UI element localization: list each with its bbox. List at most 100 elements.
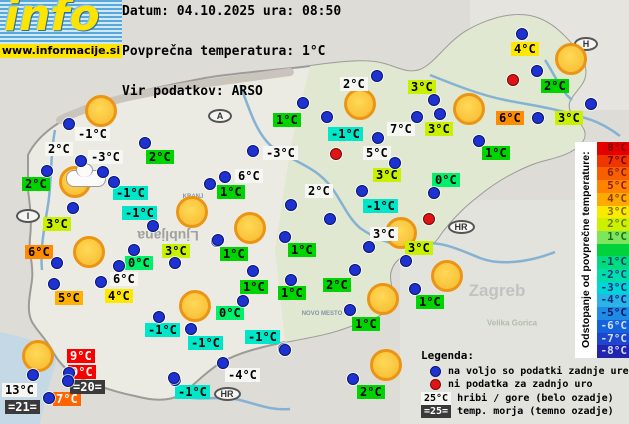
temp-label: 0°C [432, 173, 460, 187]
temp-label: 3°C [555, 111, 583, 125]
station-dot-available [204, 178, 216, 190]
deviation-scale-row: 7°C [597, 154, 629, 168]
temp-label: -1°C [175, 385, 210, 399]
station-dot-available [363, 241, 375, 253]
station-dot-missing [423, 213, 435, 225]
temp-label: 1°C [220, 247, 248, 261]
station-dot-available [67, 202, 79, 214]
legend-row-available: na voljo so podatki zadnje ure [421, 365, 629, 379]
deviation-scale-row: 5°C [597, 179, 629, 193]
temp-label: 2°C [323, 278, 351, 292]
temp-label: -1°C [363, 199, 398, 213]
station-dot-available [344, 304, 356, 316]
temp-label: 4°C [105, 289, 133, 303]
station-dot-available [371, 70, 383, 82]
station-dot-available [128, 244, 140, 256]
legend-mountain-box: 25°C [421, 391, 452, 405]
temp-label: -1°C [328, 127, 363, 141]
station-dot-missing [507, 74, 519, 86]
sun-icon [179, 290, 211, 322]
temp-label: 1°C [278, 286, 306, 300]
road-sign-i: I [16, 209, 40, 223]
temp-label: -3°C [263, 146, 298, 160]
station-dot-available [347, 373, 359, 385]
station-dot-available [168, 372, 180, 384]
station-dot-available [400, 255, 412, 267]
legend-title: Legenda: [421, 349, 474, 362]
station-dot-available [63, 118, 75, 130]
temp-label: 3°C [425, 122, 453, 136]
station-dot-available [97, 166, 109, 178]
legend-sea-label: temp. morja (temno ozadje) [457, 406, 614, 417]
deviation-scale-row: 2°C [597, 218, 629, 231]
header-date: Datum: 04.10.2025 ura: 08:50 [122, 4, 342, 19]
station-dot-available [372, 132, 384, 144]
station-dot-available [169, 257, 181, 269]
deviation-scale-row: 1°C [597, 230, 629, 244]
station-dot-available [279, 231, 291, 243]
temp-label: 3°C [43, 217, 71, 231]
deviation-scale-rows: 8°C 7°C 6°C 5°C 4°C 3°C 2°C 1°C -1°C -2°C -3°C -4°C… [597, 141, 629, 358]
temp-label: 0°C [216, 306, 244, 320]
station-dot-missing [330, 148, 342, 160]
temp-label: -1°C [188, 336, 223, 350]
legend: Legenda: na voljo so podatki zadnje ure … [421, 349, 629, 419]
temp-label: 5°C [55, 291, 83, 305]
temp-label: -3°C [88, 150, 123, 164]
temp-label: 1°C [352, 317, 380, 331]
temp-label: 6°C [25, 245, 53, 259]
legend-row-sea: =25= temp. morja (temno ozadje) [421, 405, 629, 419]
city-label: NOVO MESTO [301, 311, 343, 317]
city-label: Velika Gorica [486, 318, 538, 328]
temp-label: 2°C [146, 150, 174, 164]
station-dot-available [108, 176, 120, 188]
temp-label: -1°C [75, 127, 110, 141]
station-dot-available [219, 171, 231, 183]
station-dot-available [48, 278, 60, 290]
city-label: Ljubljana [137, 228, 199, 244]
deviation-scale-row: 8°C [597, 141, 629, 155]
station-dot-available [585, 98, 597, 110]
temp-label: 9°C [67, 349, 95, 363]
sun-icon [453, 93, 485, 125]
temp-label: 2°C [45, 142, 73, 156]
legend-row-missing: ni podatka za zadnjo uro [421, 378, 629, 392]
temp-label: 1°C [240, 280, 268, 294]
station-dot-available [27, 369, 39, 381]
station-dot-available [153, 311, 165, 323]
sun-icon [85, 95, 117, 127]
station-dot-available [217, 357, 229, 369]
station-dot-available [285, 274, 297, 286]
road-sign-a: A [208, 109, 232, 123]
station-dot-available [389, 157, 401, 169]
station-dot-available [95, 276, 107, 288]
sun-icon [22, 340, 54, 372]
station-dot-available [531, 65, 543, 77]
deviation-scale-row: -8°C [597, 345, 629, 358]
station-dot-available [473, 135, 485, 147]
station-dot-available [212, 234, 224, 246]
station-dot-available [285, 199, 297, 211]
map-header: Datum: 04.10.2025 ura: 08:50 Povprečna t… [122, 2, 341, 102]
station-dot-available [62, 375, 74, 387]
logo[interactable]: info www.informacije.si [0, 0, 122, 58]
logo-site-link[interactable]: www.informacije.si [0, 44, 122, 58]
station-dot-available [75, 155, 87, 167]
station-dot-available [279, 344, 291, 356]
station-dot-available [428, 94, 440, 106]
station-dot-available [349, 264, 361, 276]
deviation-scale-title: Odstopanje od povprečne temperature: [580, 151, 592, 349]
temp-label: 9°C [68, 365, 96, 379]
temp-label: 3°C [370, 227, 398, 241]
temp-label: 3°C [408, 80, 436, 94]
temp-label: 2°C [305, 184, 333, 198]
temp-label: 6°C [496, 111, 524, 125]
station-dot-available [532, 112, 544, 124]
legend-available-label: na voljo so podatki zadnje ure [448, 365, 629, 377]
sun-icon [176, 196, 208, 228]
deviation-scale-row: -6°C [597, 319, 629, 333]
temp-label: 2°C [541, 79, 569, 93]
legend-mountain-label: hribi / gore (belo ozadje) [457, 392, 614, 404]
deviation-scale-row [597, 243, 629, 257]
